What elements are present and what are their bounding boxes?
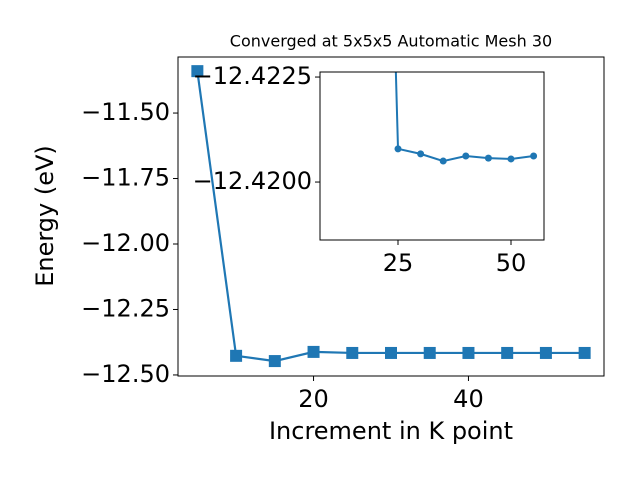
marker — [439, 157, 447, 165]
marker — [346, 346, 359, 359]
inset-background — [320, 72, 544, 240]
x-tick-label: 40 — [453, 385, 484, 413]
line — [394, 72, 534, 163]
marker — [423, 346, 436, 359]
marker — [417, 150, 425, 158]
x-tick-label: 20 — [298, 385, 329, 413]
marker — [578, 346, 591, 359]
marker — [385, 346, 397, 359]
marker — [394, 145, 402, 153]
marker — [462, 152, 470, 160]
marker — [507, 155, 515, 163]
x-axis-label: Increment in K point — [269, 417, 513, 445]
y-tick-label: −12.00 — [81, 229, 170, 257]
y-tick-label: −12.4225 — [193, 62, 312, 90]
marker — [268, 355, 281, 368]
y-axis-label: Energy (eV) — [31, 145, 59, 287]
axes-frame — [319, 71, 545, 241]
plot-area — [394, 72, 538, 165]
y-tick-label: −12.4200 — [193, 167, 312, 195]
axes-frame — [177, 56, 605, 377]
marker — [462, 346, 475, 359]
y-tick-label: −12.50 — [81, 360, 170, 388]
y-tick-label: −11.50 — [81, 98, 170, 126]
marker — [191, 65, 204, 78]
marker — [539, 346, 552, 359]
plot-area — [191, 65, 591, 368]
y-tick-label: −11.75 — [81, 164, 170, 192]
y-tick-label: −12.25 — [81, 294, 170, 322]
chart-title: Converged at 5x5x5 Automatic Mesh 30 — [230, 32, 552, 51]
marker — [530, 152, 538, 160]
marker — [230, 349, 243, 362]
marker — [501, 346, 514, 359]
x-tick-label: 25 — [383, 249, 414, 277]
x-tick-label: 50 — [496, 249, 527, 277]
marker — [484, 154, 492, 162]
marker — [307, 345, 320, 358]
